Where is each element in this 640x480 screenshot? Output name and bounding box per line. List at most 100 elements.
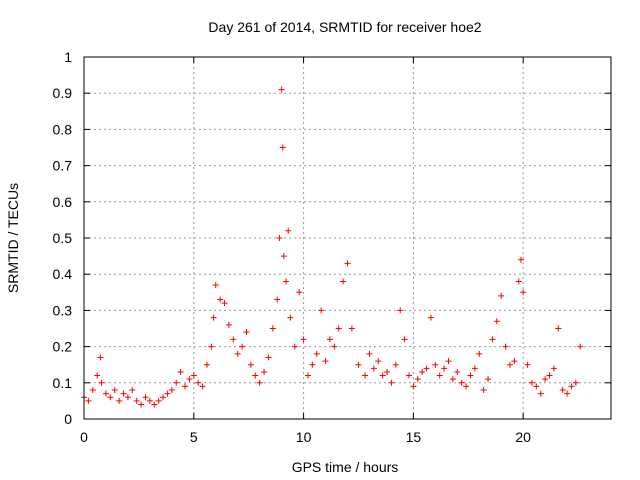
data-point (515, 278, 522, 285)
data-point (370, 365, 377, 372)
data-point (489, 336, 496, 343)
x-tick-label: 20 (515, 429, 531, 445)
data-point (528, 379, 535, 386)
data-point (414, 376, 421, 383)
data-point (335, 325, 342, 332)
data-point (296, 289, 303, 296)
data-point (348, 325, 355, 332)
data-point (366, 350, 373, 357)
data-point (221, 300, 228, 307)
data-point (344, 260, 351, 267)
y-axis-label: SRMTID / TECUs (5, 183, 21, 293)
data-point (252, 372, 259, 379)
data-point (279, 144, 286, 151)
data-point (471, 365, 478, 372)
data-point (269, 325, 276, 332)
data-point (138, 401, 145, 408)
data-point (256, 379, 263, 386)
data-point (210, 314, 217, 321)
data-point (309, 361, 316, 368)
data-point (107, 394, 114, 401)
data-point (401, 336, 408, 343)
grid (84, 57, 611, 419)
y-tick-label: 1 (64, 49, 72, 65)
data-point (493, 318, 500, 325)
data-point (177, 368, 184, 375)
data-point (195, 379, 202, 386)
data-point (146, 397, 153, 404)
data-point (537, 390, 544, 397)
data-point (379, 372, 386, 379)
data-point (572, 379, 579, 386)
data-point (239, 343, 246, 350)
data-point (463, 383, 470, 390)
data-point (199, 383, 206, 390)
data-point (155, 397, 162, 404)
x-tick-label: 0 (80, 429, 88, 445)
data-point (230, 336, 237, 343)
data-point (476, 350, 483, 357)
data-point (480, 387, 487, 394)
data-point (397, 307, 404, 314)
data-point (533, 383, 540, 390)
data-point (182, 383, 189, 390)
data-point (283, 278, 290, 285)
data-point (129, 387, 136, 394)
y-tick-label: 0 (64, 411, 72, 427)
data-point (498, 292, 505, 299)
data-point (291, 343, 298, 350)
data-point (410, 383, 417, 390)
data-point (247, 361, 254, 368)
data-point (568, 383, 575, 390)
data-point (151, 401, 158, 408)
data-point (168, 387, 175, 394)
data-point (340, 278, 347, 285)
data-point (313, 350, 320, 357)
data-point (419, 368, 426, 375)
data-point (546, 372, 553, 379)
data-point (577, 343, 584, 350)
data-point (542, 376, 549, 383)
data-point (517, 256, 524, 263)
data-point (441, 365, 448, 372)
data-point (274, 296, 281, 303)
data-point (217, 296, 224, 303)
data-point (449, 376, 456, 383)
data-point (142, 394, 149, 401)
data-point (203, 361, 210, 368)
data-point (190, 372, 197, 379)
x-tick-label: 10 (296, 429, 312, 445)
data-point (506, 361, 513, 368)
data-point (362, 372, 369, 379)
data-point (234, 350, 241, 357)
data-point (160, 394, 167, 401)
y-tick-label: 0.7 (53, 158, 73, 174)
data-point (423, 365, 430, 372)
data-point (116, 397, 123, 404)
data-point (280, 253, 287, 260)
y-tick-label: 0.8 (53, 121, 73, 137)
data-point (405, 372, 412, 379)
data-point (322, 358, 329, 365)
data-point (331, 343, 338, 350)
data-point (384, 368, 391, 375)
data-point (98, 379, 105, 386)
data-point (511, 358, 518, 365)
data-point (124, 394, 131, 401)
data-point (388, 379, 395, 386)
data-point (97, 354, 104, 361)
y-tick-label: 0.5 (53, 230, 73, 246)
data-point (265, 354, 272, 361)
chart-title: Day 261 of 2014, SRMTID for receiver hoe… (208, 19, 481, 35)
y-tick-label: 0.6 (53, 194, 73, 210)
data-point (278, 86, 285, 93)
y-tick-label: 0.1 (53, 375, 73, 391)
x-tick-label: 15 (406, 429, 422, 445)
data-point (355, 361, 362, 368)
data-point (300, 336, 307, 343)
data-point (304, 372, 311, 379)
data-point (276, 235, 283, 241)
data-point (318, 307, 325, 314)
